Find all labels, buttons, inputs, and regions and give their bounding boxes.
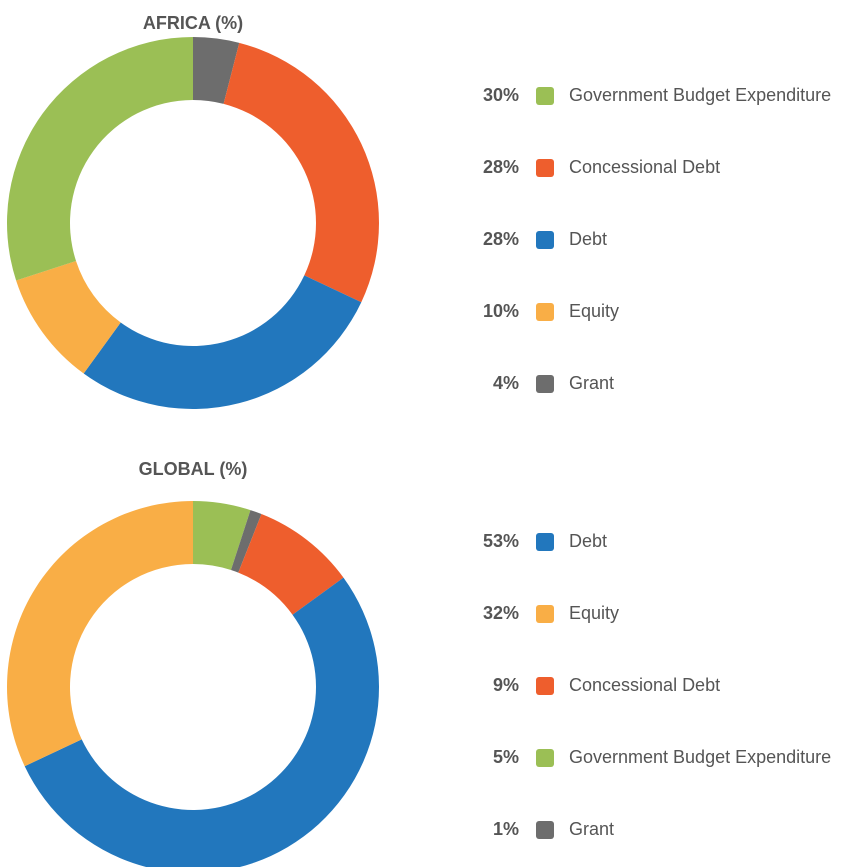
- legend-swatch: [536, 677, 554, 695]
- donut-slice: [16, 261, 121, 374]
- legend-value: 4%: [493, 373, 519, 393]
- donut-slice: [83, 275, 362, 409]
- donut-slice: [7, 501, 194, 767]
- legend-value: 30%: [483, 85, 519, 105]
- legend-label: Government Budget Expenditure: [569, 85, 831, 105]
- legend-value: 32%: [483, 603, 519, 623]
- legend-label: Grant: [569, 819, 614, 839]
- legend-value: 9%: [493, 675, 519, 695]
- legend-label: Government Budget Expenditure: [569, 747, 831, 767]
- legend-swatch: [536, 375, 554, 393]
- legend-value: 28%: [483, 229, 519, 249]
- legend-label: Debt: [569, 229, 607, 249]
- donut-slice: [6, 37, 194, 281]
- donut-slice: [223, 42, 379, 303]
- legend-swatch: [536, 533, 554, 551]
- legend-label: Equity: [569, 301, 619, 321]
- legend-swatch: [536, 605, 554, 623]
- legend-label: Grant: [569, 373, 614, 393]
- legend-value: 5%: [493, 747, 519, 767]
- legend-swatch: [536, 303, 554, 321]
- donut-slice: [193, 37, 240, 104]
- legend-swatch: [536, 821, 554, 839]
- donut-slice: [193, 501, 251, 571]
- legend-label: Debt: [569, 531, 607, 551]
- legend-value: 53%: [483, 531, 519, 551]
- legend-swatch: [536, 87, 554, 105]
- legend-value: 1%: [493, 819, 519, 839]
- chart-title: GLOBAL (%): [139, 459, 248, 479]
- legend-label: Concessional Debt: [569, 675, 720, 695]
- chart-title: AFRICA (%): [143, 13, 243, 33]
- legend-swatch: [536, 749, 554, 767]
- donut-slice: [24, 577, 379, 867]
- legend-swatch: [536, 231, 554, 249]
- legend-value: 28%: [483, 157, 519, 177]
- donut-slice: [231, 510, 262, 573]
- legend-label: Equity: [569, 603, 619, 623]
- legend-swatch: [536, 159, 554, 177]
- donut-slice: [238, 514, 344, 615]
- legend-value: 10%: [483, 301, 519, 321]
- legend-label: Concessional Debt: [569, 157, 720, 177]
